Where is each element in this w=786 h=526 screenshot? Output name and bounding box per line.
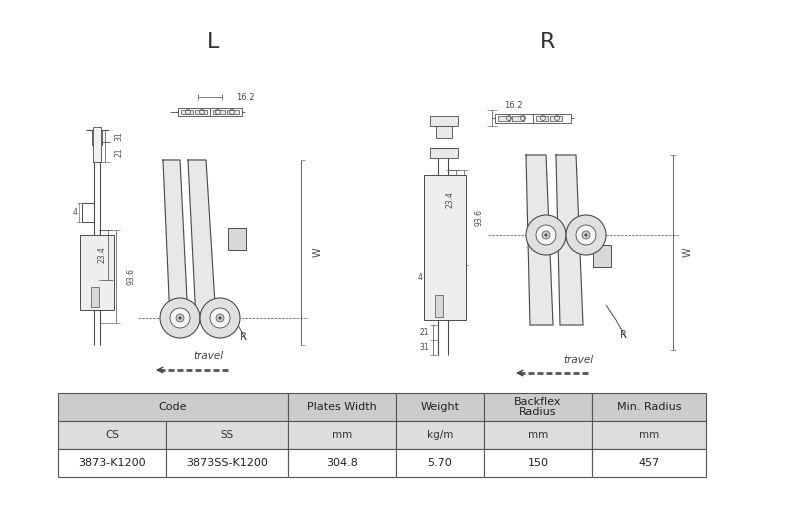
Bar (424, 175, 466, 320)
Text: Weight: Weight (421, 402, 460, 412)
Bar (592, 393, 706, 421)
Text: 4: 4 (417, 273, 422, 282)
Text: 21: 21 (114, 147, 123, 157)
Polygon shape (188, 160, 216, 320)
Text: R: R (540, 32, 556, 52)
Circle shape (170, 308, 190, 328)
Bar (58, 393, 288, 421)
Text: 4: 4 (72, 208, 78, 217)
Bar (536, 116, 548, 120)
Text: 93.6: 93.6 (126, 268, 135, 285)
Bar (550, 116, 562, 120)
Text: 23.4: 23.4 (97, 247, 106, 264)
Text: 31: 31 (419, 343, 429, 352)
Text: Min. Radius: Min. Radius (617, 402, 681, 412)
Circle shape (545, 234, 548, 237)
Text: 457: 457 (638, 458, 659, 468)
Circle shape (566, 215, 606, 255)
Bar (166, 421, 288, 449)
Text: SS: SS (220, 430, 233, 440)
Circle shape (219, 317, 222, 319)
Text: 304.8: 304.8 (326, 458, 358, 468)
Bar (195, 110, 207, 114)
Circle shape (576, 225, 596, 245)
Bar (495, 114, 571, 123)
Bar (593, 245, 611, 267)
Bar (396, 393, 484, 421)
Bar (58, 449, 166, 477)
Text: W: W (313, 248, 323, 257)
Circle shape (582, 231, 590, 239)
Text: 16.2: 16.2 (236, 93, 255, 102)
Text: 21: 21 (419, 328, 428, 337)
Text: 5.70: 5.70 (428, 458, 453, 468)
Bar (227, 110, 239, 114)
Text: mm: mm (528, 430, 548, 440)
Polygon shape (163, 160, 188, 320)
Bar (213, 110, 225, 114)
Text: R: R (619, 330, 626, 340)
Bar (181, 110, 193, 114)
Bar (288, 393, 396, 421)
Text: travel: travel (563, 355, 593, 365)
Bar (484, 449, 592, 477)
Circle shape (210, 308, 230, 328)
Bar (288, 449, 396, 477)
Polygon shape (526, 155, 553, 325)
Bar (484, 393, 592, 421)
Bar (228, 228, 246, 250)
Text: CS: CS (105, 430, 119, 440)
Text: Code: Code (159, 402, 187, 412)
Bar (512, 116, 524, 120)
Text: 16.2: 16.2 (504, 102, 523, 110)
Text: kg/m: kg/m (427, 430, 454, 440)
Bar (436, 126, 452, 138)
Text: W: W (683, 248, 693, 257)
Circle shape (536, 225, 556, 245)
Bar (592, 449, 706, 477)
Text: 23.4: 23.4 (446, 191, 454, 208)
Text: mm: mm (639, 430, 659, 440)
Circle shape (200, 298, 240, 338)
Circle shape (178, 317, 182, 319)
Bar (396, 421, 484, 449)
Bar (396, 449, 484, 477)
Bar (430, 116, 458, 126)
Circle shape (216, 314, 224, 322)
Text: L: L (207, 32, 219, 52)
Text: 150: 150 (527, 458, 549, 468)
Text: Plates Width: Plates Width (307, 402, 376, 412)
Bar (498, 116, 510, 120)
Bar (80, 235, 114, 310)
Circle shape (526, 215, 566, 255)
Bar (91, 287, 99, 307)
Circle shape (542, 231, 550, 239)
Text: 31: 31 (114, 131, 123, 141)
Circle shape (160, 298, 200, 338)
Bar (93, 127, 101, 162)
Text: 3873SS-K1200: 3873SS-K1200 (186, 458, 268, 468)
Text: travel: travel (193, 351, 223, 361)
Bar (58, 421, 166, 449)
Bar (166, 449, 288, 477)
Text: mm: mm (332, 430, 352, 440)
Bar (92, 130, 102, 145)
Text: R: R (240, 332, 247, 342)
Bar (484, 421, 592, 449)
Bar (435, 295, 443, 317)
Bar (288, 421, 396, 449)
Bar (430, 148, 458, 158)
Text: 93.6: 93.6 (474, 209, 483, 226)
Text: Backflex: Backflex (514, 397, 562, 407)
Circle shape (585, 234, 587, 237)
Bar (178, 108, 242, 116)
Text: Radius: Radius (520, 407, 556, 417)
Bar (592, 421, 706, 449)
Polygon shape (556, 155, 583, 325)
Circle shape (176, 314, 184, 322)
Text: 3873-K1200: 3873-K1200 (78, 458, 146, 468)
